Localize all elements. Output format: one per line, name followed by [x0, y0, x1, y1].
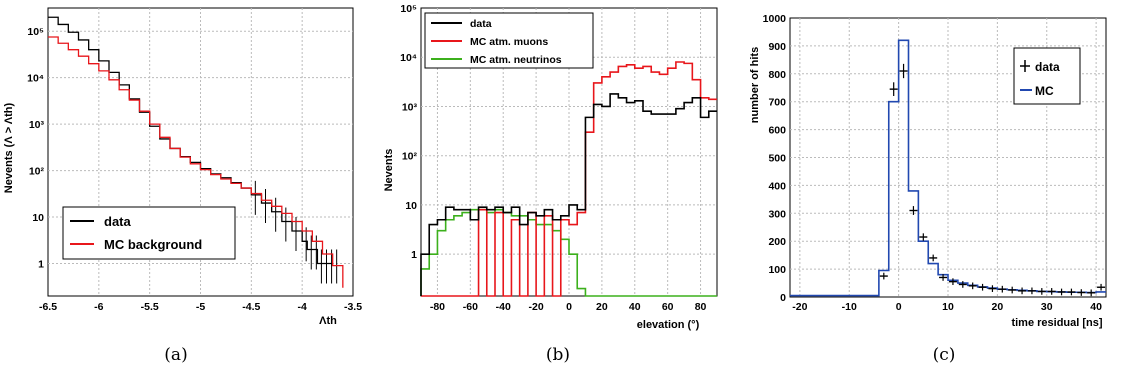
- caption-a: (a): [164, 345, 187, 365]
- y-tick-label-b: 10³: [402, 101, 418, 113]
- panel-c: -20 -10 0 10 20 30 400100200300400500600700800…: [749, 13, 1107, 365]
- y-tick-label-b: 10⁴: [400, 52, 417, 64]
- x-tick-label-a: -6: [94, 301, 103, 313]
- histogram-data-b: [420, 93, 717, 296]
- x-tick-label-a: -3.5: [344, 301, 362, 313]
- y-tick-label-a: 10: [32, 212, 44, 224]
- xlabel-b: elevation (°): [637, 319, 700, 331]
- x-tick-label-b: -20: [529, 301, 544, 313]
- y-tick-label-c: 300: [768, 208, 786, 220]
- y-tick-label-a: 10²: [29, 166, 45, 178]
- y-tick-label-a: 10³: [29, 119, 45, 131]
- grid-c: [790, 18, 1106, 297]
- legend-label-muons-b: MC atm. muons: [470, 36, 548, 48]
- legend-a: data MC background: [62, 206, 236, 260]
- series-line-mc-a: [48, 36, 344, 288]
- y-tick-label-c: 600: [768, 125, 786, 137]
- series-b: [420, 61, 717, 297]
- ticks-a: -6.5 -6 -5.5 -5 -4.5 -4 -3.5 1 10 10² 10³ 10⁴ 10⁵: [27, 26, 362, 313]
- x-tick-label-b: -80: [430, 301, 445, 313]
- y-tick-label-a: 10⁴: [27, 73, 44, 85]
- series-line-data-a: [48, 16, 333, 265]
- series-c: [790, 39, 1106, 297]
- x-tick-label-c: -20: [792, 301, 807, 313]
- caption-b: (b): [546, 345, 570, 365]
- x-tick-label-b: 80: [695, 301, 707, 313]
- ylabel-a: Nevents (Λ > Λth): [3, 102, 15, 193]
- legend-label-mc-c: MC: [1035, 84, 1054, 98]
- x-tick-label-b: 20: [596, 301, 608, 313]
- ticks-c: -20 -10 0 10 20 30 400100200300400500600700800…: [763, 13, 1102, 313]
- y-tick-label-c: 800: [768, 69, 786, 81]
- x-tick-label-a: -4.5: [242, 301, 260, 313]
- legend-box-a: [62, 206, 236, 260]
- y-tick-label-b: 10⁵: [400, 3, 417, 15]
- x-tick-label-a: -4: [297, 301, 306, 313]
- x-tick-label-b: 40: [629, 301, 641, 313]
- legend-label-neutrinos-b: MC atm. neutrinos: [470, 54, 562, 66]
- y-tick-label-a: 1: [38, 258, 44, 270]
- panel-b: -80 -60 -40 -20 0 20 40 60 80 1 10 10² 10³ 10⁴ 10⁵ Nev…: [383, 3, 718, 365]
- legend-label-mc-a: MC background: [104, 237, 202, 252]
- legend-c: data MC: [1013, 47, 1081, 105]
- x-tick-label-a: -5: [196, 301, 205, 313]
- y-tick-label-c: 700: [768, 97, 786, 109]
- x-tick-label-c: 20: [992, 301, 1004, 313]
- ticks-b: -80 -60 -40 -20 0 20 40 60 80 1 10 10² 10³ 10⁴ 10⁵: [400, 3, 706, 313]
- x-tick-label-b: 0: [566, 301, 572, 313]
- x-tick-label-b: 60: [662, 301, 674, 313]
- legend-label-data-a: data: [104, 214, 132, 229]
- x-tick-label-c: 40: [1090, 301, 1102, 313]
- x-tick-label-c: 10: [942, 301, 954, 313]
- x-tick-label-a: -5.5: [141, 301, 159, 313]
- x-tick-label-a: -6.5: [39, 301, 57, 313]
- legend-box-c: [1013, 47, 1081, 105]
- y-tick-label-c: 0: [780, 292, 786, 304]
- y-tick-label-b: 10: [405, 200, 417, 212]
- y-tick-label-c: 1000: [763, 13, 787, 25]
- y-tick-label-c: 500: [768, 153, 786, 165]
- ylabel-b: Nevents: [383, 149, 395, 192]
- y-tick-label-b: 10²: [402, 151, 418, 163]
- caption-c: (c): [933, 345, 956, 365]
- panel-a: -6.5 -6 -5.5 -5 -4.5 -4 -3.5 1 10 10² 10³ 10⁴ 10⁵ Ne…: [3, 7, 362, 365]
- y-tick-label-b: 1: [411, 249, 417, 261]
- y-tick-label-c: 900: [768, 41, 786, 53]
- legend-label-data-b: data: [470, 18, 492, 30]
- xlabel-c: time residual [ns]: [1011, 317, 1102, 329]
- legend-b: data MC atm. muons MC atm. neutrinos: [424, 12, 594, 69]
- x-tick-label-c: -10: [842, 301, 857, 313]
- y-tick-label-c: 200: [768, 236, 786, 248]
- y-tick-label-a: 10⁵: [27, 26, 44, 38]
- legend-label-data-c: data: [1035, 60, 1060, 74]
- y-tick-label-c: 400: [768, 180, 786, 192]
- x-tick-label-b: -60: [463, 301, 478, 313]
- x-tick-label-b: -40: [496, 301, 511, 313]
- y-tick-label-c: 100: [768, 264, 786, 276]
- ylabel-c: number of hits: [749, 47, 761, 123]
- histogram-muons-b: [421, 61, 717, 297]
- xlabel-a: Λth: [319, 315, 337, 327]
- x-tick-label-c: 0: [896, 301, 902, 313]
- x-tick-label-c: 30: [1041, 301, 1053, 313]
- series-a: [48, 16, 344, 288]
